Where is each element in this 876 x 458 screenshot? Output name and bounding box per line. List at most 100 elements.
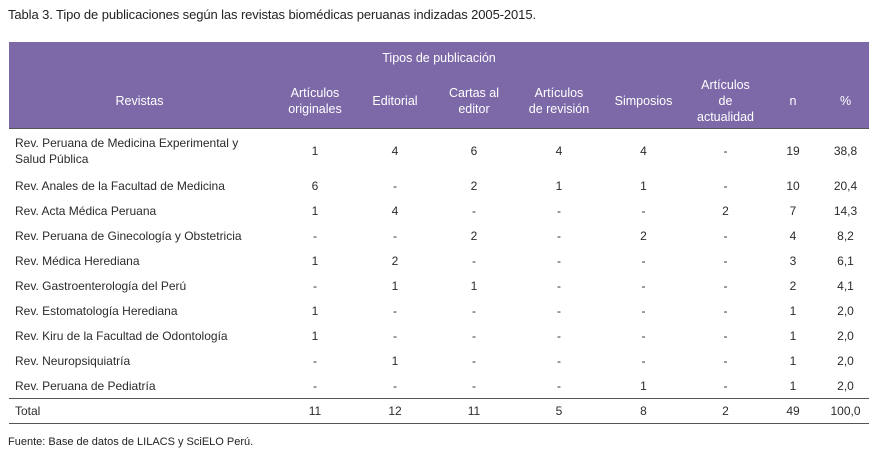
table-cell: 1 [789,303,797,318]
table-cell: - [557,203,561,218]
table-cell: - [393,303,397,318]
table-cell: - [472,253,476,268]
table-cell: 12 [360,398,430,424]
table-cell: - [723,378,728,393]
table-cell: - [557,253,561,268]
table-cell: 1 [640,378,647,393]
table-cell: 1 [789,378,797,393]
table-cell: 1 [311,203,319,218]
table-cell: 38,8 [822,128,870,173]
table-cell: - [557,378,561,393]
table-cell: 5 [518,398,600,424]
table-cell: 1 [391,353,399,368]
column-header-articulos-originales: Artículos originales [270,74,360,129]
table-cell: 6,1 [837,253,854,268]
table-cell: 1 [311,253,319,268]
table-cell: - [393,228,397,243]
table-cell: 8 [600,398,687,424]
table-cell: 4 [518,128,600,173]
table-cell: 1 [789,328,797,343]
table-row: Rev. Anales de la Facultad de Medicina 6 -… [9,173,869,198]
table-cell: 14,3 [833,203,858,218]
table-cell: - [472,353,476,368]
table-cell: 4 [360,128,430,173]
table-cell: - [313,228,317,243]
column-header-n: n [764,74,822,129]
column-header-articulos-de-revision: Artículos de revisión [518,74,600,129]
journal-name: Total [9,398,270,424]
table-cell: - [641,278,646,293]
table-cell: 4 [600,128,687,173]
table-cell: - [723,303,728,318]
table-cell: - [557,328,561,343]
column-header-editorial: Editorial [360,74,430,129]
table-cell: - [641,328,646,343]
table-cell: 19 [764,128,822,173]
journal-name: Rev. Kiru de la Facultad de Odontología [15,328,228,343]
table-cell: 1 [391,278,399,293]
table-row: Rev. Peruana de Medicina Experimental y … [9,128,870,173]
table-cell: 11 [430,398,518,424]
table-cell: - [723,353,728,368]
table-cell: 1 [640,178,647,193]
journal-name: Rev. Anales de la Facultad de Medicina [15,178,225,193]
table-cell: 20,4 [833,178,858,193]
table-row: Rev. Gastroenterología del Perú - 1 1 - - - 2 4,… [9,273,869,298]
table-cell: - [393,328,397,343]
table-cell: 1 [311,328,319,343]
table-cell: - [687,128,764,173]
table-cell: 11 [270,398,360,424]
table-cell: - [723,178,728,193]
table-caption: Tabla 3. Tipo de publicaciones según las… [8,7,536,22]
table-cell: 2 [470,228,478,243]
table-cell: - [723,328,728,343]
table-cell: - [313,353,317,368]
column-header-simposios: Simposios [600,74,687,129]
table-cell: - [393,378,397,393]
table-cell: - [557,303,561,318]
journal-name: Rev. Estomatología Herediana [15,303,178,318]
table-cell: 2,0 [837,303,854,318]
table-cell: - [472,303,476,318]
table-cell: - [313,278,317,293]
group-header: Tipos de publicación [9,42,870,74]
table-cell: - [723,228,728,243]
table-cell: - [641,353,646,368]
table-cell: 49 [764,398,822,424]
column-header-percent: % [822,74,870,129]
total-row: Total 11 12 11 5 8 2 49 100,0 [9,398,870,424]
table-cell: - [641,203,646,218]
publications-table: Tipos de publicación Revistas Artículos … [9,42,870,424]
column-header-cartas-al-editor: Cartas al editor [430,74,518,129]
table-cell: 1 [470,278,478,293]
table-cell: - [641,253,646,268]
journal-name: Rev. Neuropsiquiatría [15,353,131,368]
table-row: Rev. Neuropsiquiatría - 1 - - - - 1 2,0 [9,348,869,373]
table-cell: 7 [789,203,797,218]
table-cell: 8,2 [837,228,854,243]
table-cell: 1 [270,128,360,173]
column-header-revistas: Revistas [9,74,270,129]
journal-name: Rev. Peruana de Pediatría [15,378,156,393]
table-cell: - [393,178,397,193]
table-row: Rev. Peruana de Ginecología y Obstetrici… [9,223,869,248]
table-cell: 2,0 [837,328,854,343]
table-cell: 2 [391,253,399,268]
table-cell: 2 [640,228,647,243]
table-cell: 1 [789,353,797,368]
table-row: Rev. Peruana de Pediatría - - - - 1 - 1 2,0 [9,373,869,399]
table-cell: 2 [789,278,797,293]
table-cell: - [472,328,476,343]
table-cell: - [557,353,561,368]
table-cell: 1 [311,303,319,318]
journal-name: Rev. Peruana de Ginecología y Obstetrici… [15,228,242,243]
table-cell: 2 [687,398,764,424]
table-cell: - [723,253,728,268]
table-cell: 2,0 [837,378,854,393]
table-cell: 2,0 [837,353,854,368]
table-cell: - [472,378,476,393]
table-cell: 1 [555,178,563,193]
table-cell: 6 [311,178,319,193]
table-cell: - [641,303,646,318]
table-cell: 6 [430,128,518,173]
